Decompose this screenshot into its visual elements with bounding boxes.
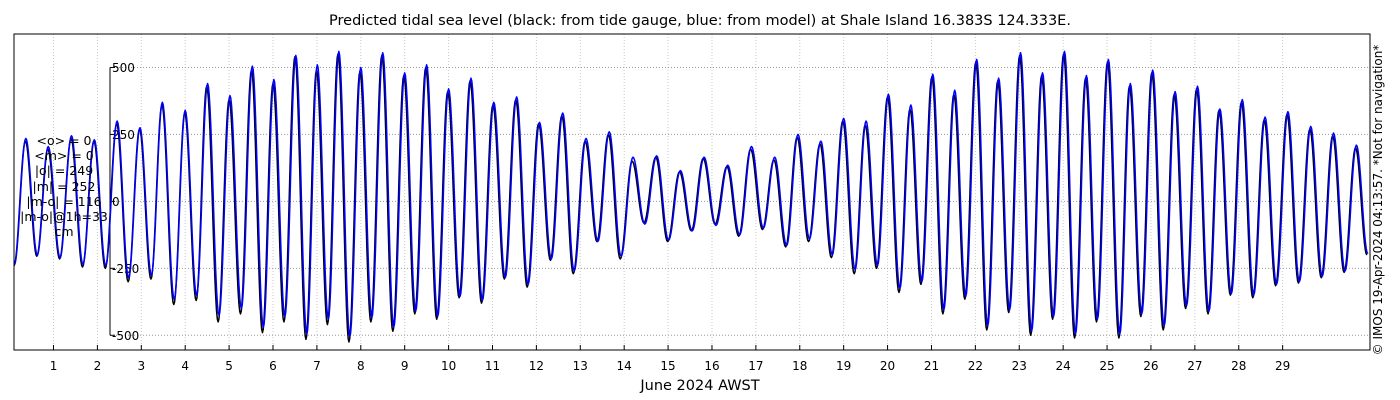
y-tick-label: 0	[112, 195, 120, 209]
stat-line: cm	[54, 224, 74, 240]
x-tick-label: 17	[748, 359, 763, 373]
plot-frame	[13, 33, 1371, 351]
x-tick-label: 2	[94, 359, 102, 373]
x-tick-label: 28	[1231, 359, 1246, 373]
copyright-text: © IMOS 19-Apr-2024 04:13:57. *Not for na…	[1371, 44, 1385, 356]
x-tick-label: 6	[269, 359, 277, 373]
x-tick-label: 5	[225, 359, 233, 373]
x-tick-label: 18	[792, 359, 807, 373]
x-tick-label: 13	[573, 359, 588, 373]
x-tick-label: 9	[401, 359, 409, 373]
x-tick-label: 25	[1099, 359, 1114, 373]
y-tick-label: -500	[112, 329, 139, 343]
x-tick-label: 12	[529, 359, 544, 373]
stat-line: <m> = 0	[34, 148, 94, 164]
statistics-box: <o> = 0 <m> = 0 |o| = 249 |m| = 252 |m-o| = …	[0, 133, 128, 239]
x-tick-label: 24	[1056, 359, 1071, 373]
x-tick-label: 1	[50, 359, 58, 373]
x-tick-label: 23	[1012, 359, 1027, 373]
stat-line: |m-o|@1h=33	[20, 209, 108, 225]
stat-line: |o| = 249	[34, 163, 94, 179]
stat-line: <o> = 0	[36, 133, 92, 148]
x-tick-label: 11	[485, 359, 500, 373]
chart-title: Predicted tidal sea level (black: from t…	[329, 13, 1071, 29]
x-tick-label: 22	[968, 359, 983, 373]
stat-line: |m-o| = 116	[26, 193, 102, 209]
x-tick-label: 3	[137, 359, 145, 373]
x-tick-label: 19	[836, 359, 851, 373]
x-tick-label: 4	[181, 359, 189, 373]
x-tick-label: 10	[441, 359, 456, 373]
model-series-line	[13, 50, 1369, 338]
x-tick-label: 16	[704, 359, 719, 373]
y-tick-label: 500	[112, 61, 135, 75]
stat-line: |m| = 252	[32, 178, 96, 194]
x-tick-label: 15	[660, 359, 675, 373]
x-tick-label: 7	[313, 359, 321, 373]
x-tick-label: 14	[617, 359, 632, 373]
x-tick-label: 29	[1275, 359, 1290, 373]
x-tick-label: 27	[1187, 359, 1202, 373]
x-tick-label: 21	[924, 359, 939, 373]
x-axis-label: June 2024 AWST	[639, 378, 759, 394]
x-tick-label: 20	[880, 359, 895, 373]
x-tick-label: 8	[357, 359, 365, 373]
x-tick-label: 26	[1143, 359, 1158, 373]
series-layer	[13, 50, 1369, 343]
